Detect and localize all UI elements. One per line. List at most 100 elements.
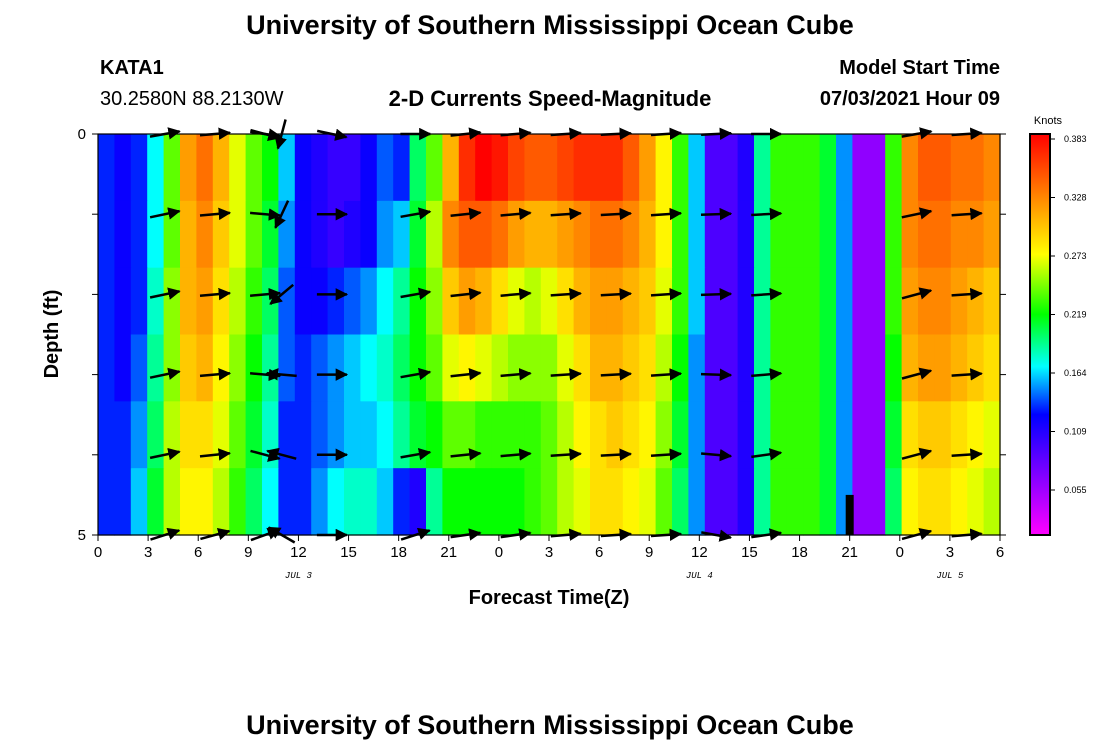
heatmap-cell xyxy=(163,267,181,336)
heatmap-cell xyxy=(376,334,394,402)
current-vector-arrow xyxy=(650,368,683,381)
heatmap-cell xyxy=(311,134,329,202)
x-tick-label: 21 xyxy=(440,544,457,561)
heatmap-cell xyxy=(786,200,804,269)
heatmap-cell xyxy=(655,468,673,536)
data-marker-bar xyxy=(845,494,854,535)
colorbar-label: Knots xyxy=(1034,115,1063,127)
heatmap-cell xyxy=(262,134,279,202)
heatmap-cell xyxy=(114,267,132,336)
current-vector-arrow xyxy=(700,207,733,221)
heatmap-cell xyxy=(327,200,345,269)
current-vector-arrow xyxy=(550,448,582,461)
heatmap-cell xyxy=(147,468,165,536)
heatmap-cell xyxy=(622,468,640,536)
heatmap-cell xyxy=(114,134,132,202)
heatmap-cell xyxy=(770,267,788,336)
heatmap-cell xyxy=(508,334,525,402)
heatmap-cell xyxy=(294,334,312,402)
heatmap-cell xyxy=(934,200,952,269)
heatmap-cell xyxy=(491,200,509,269)
heatmap-cell xyxy=(540,267,558,336)
heatmap-cell xyxy=(639,134,657,202)
heatmap-cell xyxy=(130,334,148,402)
heatmap-cell xyxy=(327,134,345,202)
heatmap-cell xyxy=(212,134,230,202)
heatmap-cell xyxy=(901,468,919,536)
x-tick-label: 12 xyxy=(290,544,307,561)
heatmap-cell xyxy=(557,468,575,536)
heatmap-cell xyxy=(278,267,296,336)
heatmap-cell xyxy=(983,200,1001,269)
heatmap-cell xyxy=(737,468,755,536)
heatmap-cell xyxy=(852,134,870,202)
heatmap-cell xyxy=(737,134,755,202)
heatmap-cell xyxy=(278,334,296,402)
current-vector-arrow xyxy=(400,287,432,300)
heatmap-cell xyxy=(819,401,837,469)
x-tick-label: 0 xyxy=(94,544,102,561)
heatmap-cell xyxy=(245,468,263,536)
heatmap-cell xyxy=(688,401,706,469)
heatmap-cell xyxy=(130,267,148,336)
heatmap-cell xyxy=(770,334,788,402)
heatmap-cell xyxy=(163,401,181,469)
heatmap-cell xyxy=(458,401,476,469)
current-vector-arrow xyxy=(274,200,290,229)
heatmap-cell xyxy=(262,200,279,269)
heatmap-cell xyxy=(196,267,214,336)
heatmap-cell xyxy=(590,134,607,202)
heatmap-cell xyxy=(294,468,312,536)
heatmap-cell xyxy=(901,267,919,336)
heatmap-cell xyxy=(294,134,312,202)
heatmap-cell xyxy=(754,134,771,202)
heatmap-cell xyxy=(573,334,591,402)
heatmap-cell xyxy=(590,401,607,469)
y-tick-label: 0 xyxy=(78,126,86,143)
current-vector-arrow xyxy=(450,207,482,221)
heatmap-cell xyxy=(704,334,722,402)
heatmap-cell xyxy=(163,468,181,536)
x-axis-label: Forecast Time(Z) xyxy=(469,587,630,609)
heatmap-cell xyxy=(212,401,230,469)
heatmap-cell xyxy=(360,134,378,202)
heatmap-cell xyxy=(262,267,279,336)
heatmap-cell xyxy=(737,200,755,269)
heatmap-cell xyxy=(475,468,493,536)
colorbar: Knots 0.383 0.328 0.273 0.219 0.164 0.109 0.05… xyxy=(1029,115,1087,536)
heatmap-cell xyxy=(409,134,427,202)
heatmap-cell xyxy=(688,468,706,536)
x-tick-label: 18 xyxy=(390,544,407,561)
heatmap-cell xyxy=(245,134,263,202)
heatmap-cell xyxy=(786,134,804,202)
heatmap-cell xyxy=(98,401,115,469)
heatmap-cell xyxy=(950,401,968,469)
heatmap-cell xyxy=(934,401,952,469)
heatmap-cell xyxy=(426,267,443,336)
current-vector-arrow xyxy=(600,448,633,461)
heatmap-cell xyxy=(163,334,181,402)
current-vector-arrow xyxy=(400,207,432,220)
heatmap-cell xyxy=(458,200,476,269)
heatmap-cell xyxy=(393,134,411,202)
heatmap-cell xyxy=(245,267,263,336)
current-vector-arrow xyxy=(901,447,933,460)
x-tick-label: 12 xyxy=(691,544,708,561)
x-tick-label: 21 xyxy=(841,544,858,561)
heatmap-cell xyxy=(868,267,886,336)
heatmap-cell xyxy=(130,401,148,469)
heatmap-cell xyxy=(819,134,837,202)
heatmap-cell xyxy=(196,468,214,536)
date-label: JUL 5 xyxy=(936,571,964,581)
heatmap-cell xyxy=(475,401,493,469)
heatmap-cell xyxy=(868,468,886,536)
heatmap-cell xyxy=(573,468,591,536)
heatmap-cell xyxy=(393,200,411,269)
heatmap-cell xyxy=(196,134,214,202)
heatmap-cell xyxy=(229,267,247,336)
heatmap-cell xyxy=(245,200,263,269)
heatmap-cell xyxy=(901,200,919,269)
model-start-label: Model Start Time xyxy=(839,57,1000,79)
heatmap-cell xyxy=(918,134,935,202)
heatmap-cell xyxy=(754,468,771,536)
